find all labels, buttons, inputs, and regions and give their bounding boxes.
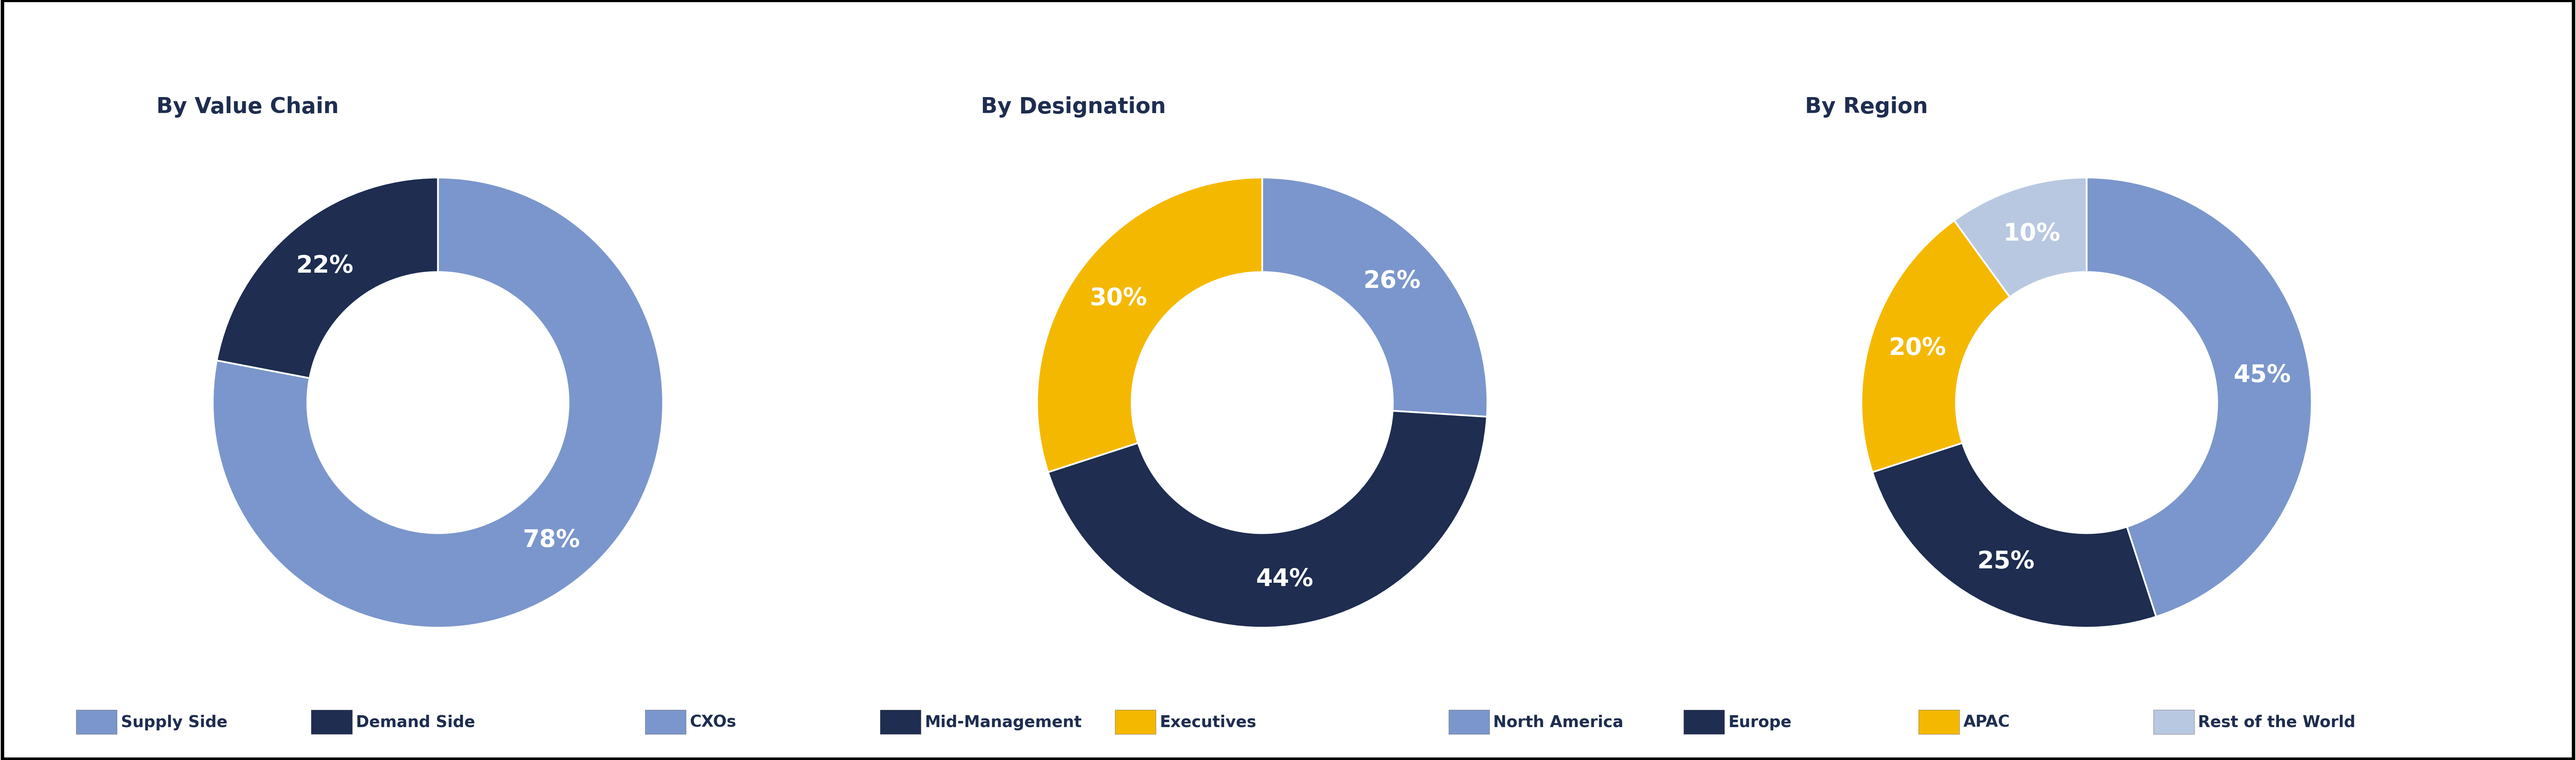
Text: APAC: APAC — [1963, 714, 2009, 730]
FancyBboxPatch shape — [1685, 710, 1723, 734]
Text: Europe: Europe — [1728, 714, 1793, 730]
Text: By Designation: By Designation — [981, 97, 1167, 118]
Wedge shape — [214, 178, 662, 628]
Text: By Value Chain: By Value Chain — [157, 97, 340, 118]
FancyBboxPatch shape — [2154, 710, 2195, 734]
Text: 25%: 25% — [1976, 549, 2035, 573]
FancyBboxPatch shape — [644, 710, 685, 734]
Wedge shape — [1262, 178, 1486, 417]
Text: CXOs: CXOs — [690, 714, 737, 730]
Text: Primary Sources: Primary Sources — [1167, 40, 1409, 66]
Text: By Region: By Region — [1806, 97, 1927, 118]
Text: 22%: 22% — [296, 254, 353, 277]
Text: Supply Side: Supply Side — [121, 714, 227, 730]
FancyBboxPatch shape — [1448, 710, 1489, 734]
Text: North America: North America — [1494, 714, 1623, 730]
Text: Mid-Management: Mid-Management — [925, 714, 1082, 730]
Wedge shape — [1955, 178, 2087, 297]
FancyBboxPatch shape — [77, 710, 116, 734]
Wedge shape — [1862, 221, 2009, 472]
Text: Demand Side: Demand Side — [355, 714, 474, 730]
Wedge shape — [1048, 411, 1486, 628]
Wedge shape — [2087, 178, 2311, 617]
Text: 78%: 78% — [523, 528, 580, 552]
Wedge shape — [1038, 178, 1262, 472]
Text: 10%: 10% — [2004, 222, 2061, 245]
Text: 20%: 20% — [1888, 336, 1945, 359]
Text: 30%: 30% — [1090, 287, 1146, 310]
FancyBboxPatch shape — [881, 710, 920, 734]
Text: Executives: Executives — [1159, 714, 1257, 730]
FancyBboxPatch shape — [1115, 710, 1157, 734]
Text: 26%: 26% — [1363, 270, 1422, 293]
FancyBboxPatch shape — [1919, 710, 1960, 734]
Text: 45%: 45% — [2233, 363, 2290, 387]
FancyBboxPatch shape — [312, 710, 353, 734]
Text: Rest of the World: Rest of the World — [2197, 714, 2354, 730]
Text: 44%: 44% — [1255, 568, 1314, 591]
Wedge shape — [216, 178, 438, 378]
Wedge shape — [1873, 443, 2156, 628]
